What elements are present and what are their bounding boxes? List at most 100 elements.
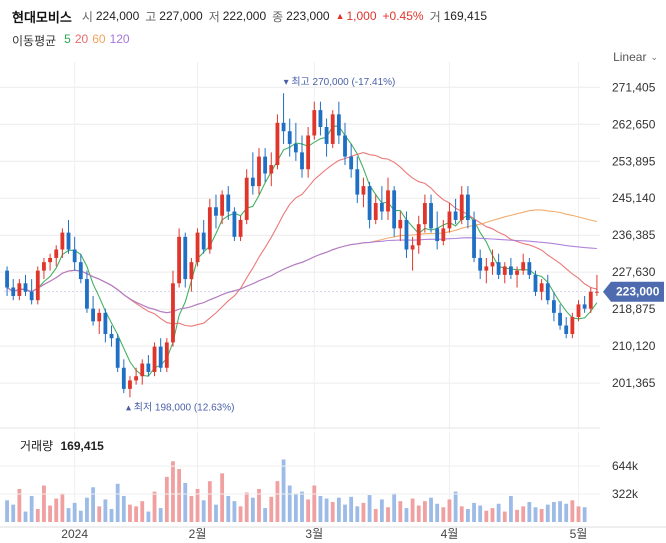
price-tick-label: 201,365 (612, 376, 656, 390)
chevron-down-icon: ⌄ (650, 52, 658, 62)
volume-panel-label: 거래량 (20, 439, 54, 453)
candle (201, 232, 206, 250)
volume-bar (293, 493, 298, 522)
time-tick-label: 2월 (189, 527, 207, 541)
volume-bar (257, 489, 261, 522)
volume-bar (324, 498, 329, 522)
volume-bar (558, 501, 562, 522)
candle (355, 169, 360, 195)
candle (343, 135, 347, 157)
volume-bar (552, 502, 556, 522)
stock-header: 현대모비스 시 224,000 고 227,000 저 222,000 종 22… (12, 6, 493, 26)
scale-mode-dropdown[interactable]: Linear ⌄ (613, 50, 658, 64)
volume-bar (35, 508, 40, 522)
candle (214, 207, 218, 216)
candle (91, 308, 95, 322)
candle (281, 122, 286, 132)
close-label: 종 (272, 9, 284, 24)
price-tick-label: 210,120 (612, 339, 656, 353)
candle (244, 177, 249, 220)
volume-bar (250, 497, 255, 522)
volume-bar (435, 503, 440, 522)
volume-tick-label: 644k (612, 459, 639, 473)
candle (177, 236, 182, 284)
price-annotations: ▾ 최고 270,000 (-17.41%) ▴ 최저 198,000 (12.6… (4, 76, 664, 413)
candle (379, 203, 384, 212)
candle (465, 194, 470, 220)
volume-bar (244, 492, 249, 522)
candle (533, 274, 538, 292)
candle (29, 291, 34, 301)
volume-bar (306, 499, 311, 522)
volume-bar (23, 511, 28, 522)
candle (484, 266, 489, 271)
price-tick-label: 236,385 (612, 228, 656, 242)
price-tick-label: 218,875 (612, 302, 656, 316)
volume-bar (392, 493, 397, 522)
volume-bar (478, 505, 483, 522)
candles (5, 93, 599, 398)
candle (48, 257, 52, 263)
volume-bar (232, 501, 237, 522)
candle (539, 283, 544, 292)
high-annotation: ▾ 최고 270,000 (-17.41%) (284, 76, 396, 88)
volume-bar (564, 503, 569, 522)
volume-bar (355, 506, 360, 522)
volume-bar (17, 489, 22, 522)
candle (588, 291, 593, 309)
candle (398, 219, 403, 229)
candle (527, 262, 532, 275)
candle (564, 325, 569, 334)
time-tick-label: 3월 (305, 527, 323, 541)
volume-panel-value: 169,415 (60, 439, 104, 453)
candle (60, 232, 65, 250)
candle (490, 262, 495, 267)
volume-bar (220, 473, 225, 522)
candle (78, 262, 83, 280)
candle (570, 317, 575, 334)
candle (410, 245, 415, 250)
volume-bar (140, 501, 145, 522)
volume-bar (509, 495, 513, 522)
candle (152, 346, 157, 372)
moving-average-legend[interactable]: 이동평균 5 20 60 120 (12, 32, 130, 49)
candle (238, 219, 243, 237)
volume-bar (78, 510, 83, 522)
volume-bar (576, 506, 581, 522)
volume-bar (11, 504, 16, 522)
volume-bar (582, 507, 587, 522)
volume-bar (441, 507, 446, 522)
candle (306, 135, 311, 170)
volume-bar (152, 491, 157, 522)
volume-bar (373, 508, 378, 522)
close-value: 223,000 (286, 9, 330, 23)
price-tick-label: 262,650 (612, 117, 656, 131)
candle (545, 283, 550, 301)
candle (447, 211, 452, 229)
candle (66, 232, 71, 250)
candle (435, 228, 440, 242)
candle (502, 266, 507, 275)
volume-bar (214, 504, 218, 522)
volume-bar (72, 502, 77, 522)
volume-bar (195, 489, 200, 522)
volume-value: 169,415 (443, 9, 487, 23)
high-label: 고 (145, 9, 157, 24)
candle (349, 156, 354, 170)
volume-bar (29, 495, 34, 522)
low-annotation: ▴ 최저 198,000 (12.63%) (126, 401, 234, 413)
volume-bar (447, 499, 452, 522)
volume-bar (183, 482, 188, 522)
candle (134, 376, 139, 381)
volume-bar (269, 496, 274, 522)
volume-bar (416, 505, 421, 522)
volume-bar (472, 502, 476, 522)
candle (85, 279, 89, 309)
candle (472, 219, 476, 258)
candle (269, 165, 274, 174)
ma-20-label: 20 (74, 32, 89, 46)
candle (521, 262, 526, 271)
volume-bar (97, 506, 102, 522)
scale-mode-label: Linear (613, 50, 647, 64)
